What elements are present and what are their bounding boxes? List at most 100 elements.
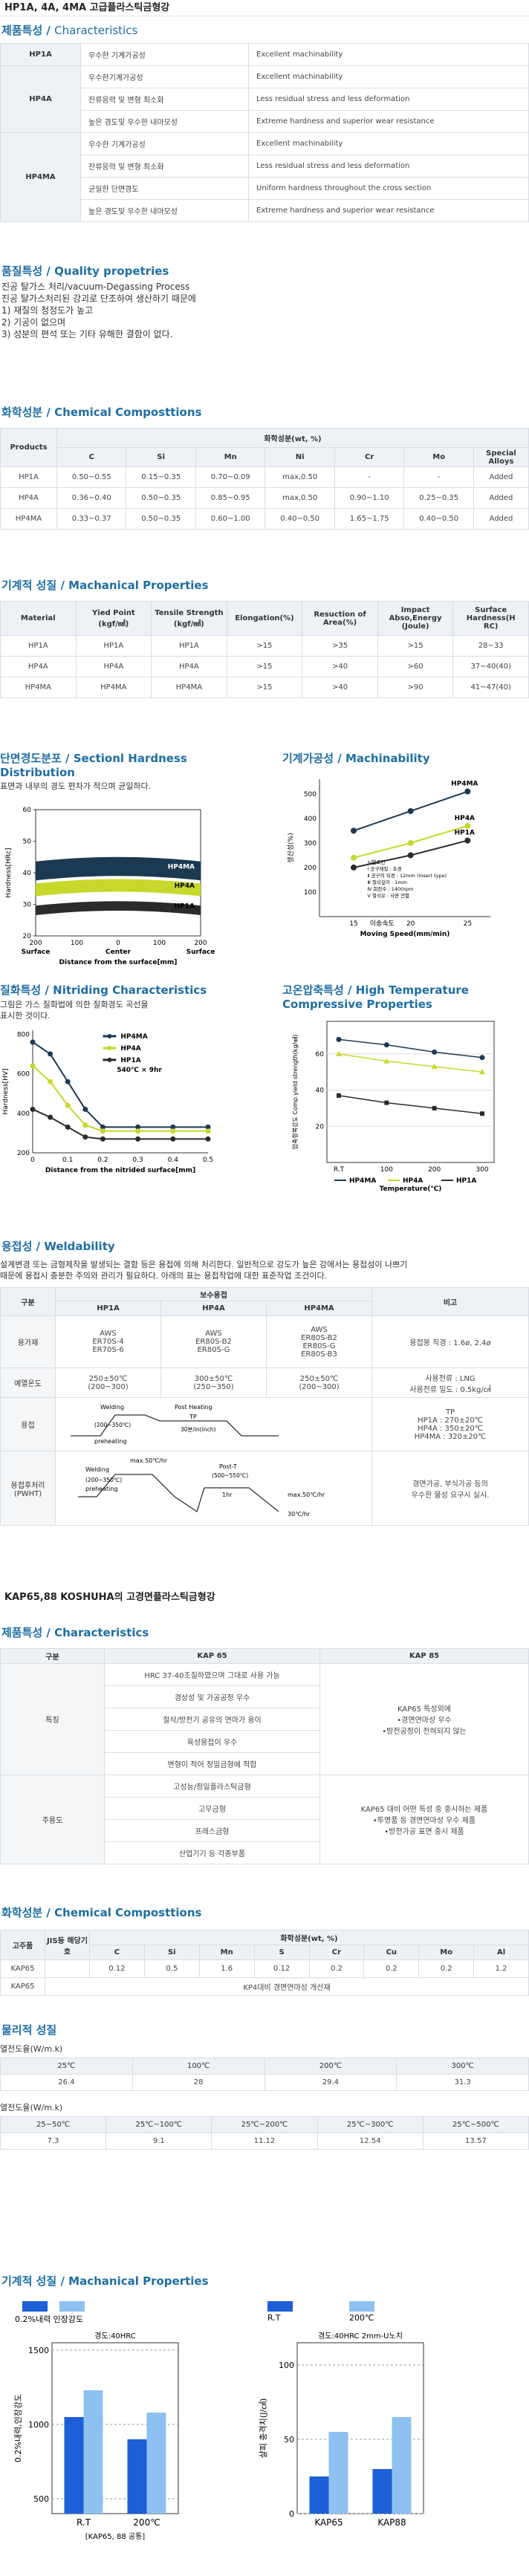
- grade-cell: HP4MA: [0, 132, 81, 222]
- mech2-section: 기계적 성질 / Machanical Properties 0.2%내력 인장…: [0, 2271, 529, 2569]
- title-en: High Temperature Compressive Properties: [282, 983, 469, 1011]
- table-row: HP4A 0.36~0.40 0.50~0.35 0.85~0.95 max,0.50 0…: [0, 487, 529, 509]
- chem-col-header: Ni: [264, 447, 335, 467]
- chem2-col-header: JIS등 해당기호: [45, 1930, 90, 1960]
- cell-line: AWS: [311, 1325, 328, 1334]
- weld-row: 용접 Welding Post Heating TP (200~350℃) preheat…: [0, 1397, 529, 1451]
- diagram-label: Post-T: [219, 1463, 237, 1470]
- char-en: Excellent machinability: [248, 132, 529, 155]
- table-row: HP4MA HP4MA HP4MA >15 >40 >90 41~47(40): [0, 677, 529, 698]
- y-tick-label: 600: [17, 1071, 30, 1079]
- data-point: [48, 1079, 53, 1084]
- y-tick-label: 60: [23, 807, 32, 814]
- y-axis-label: 압축항복강도 Comp.yield strength(kg/㎟): [291, 1035, 299, 1150]
- series-line-hp4a: [338, 1053, 483, 1073]
- table-cell: max,0.50: [264, 487, 335, 509]
- physical-section: 물리적 성질 열전도율(W/m.k) 25℃ 100℃ 200℃ 300℃ 26.4 2…: [0, 2020, 529, 2150]
- weld-row: 용가재 AWS ER70S-4 ER70S-6 AWS ER80S-B2 ER80S-G AW…: [0, 1315, 529, 1368]
- char-en: Excellent machinability: [248, 65, 529, 88]
- diagram-label: max.50℃/hr: [288, 1492, 325, 1498]
- data-point: [135, 1136, 141, 1142]
- x-tick-label: 100: [380, 1166, 393, 1174]
- machinability-chart: 100 200 300 400 500 15 20 25 이송속도 Moving Speed(mm…: [287, 779, 490, 938]
- y-tick-label: 50: [284, 2435, 294, 2445]
- temp-header: 25℃: [0, 2058, 133, 2075]
- char-kr: 우수한 기계가공성: [80, 43, 249, 66]
- table-cell: HP4A: [75, 656, 152, 677]
- chem2-col-header: Cu: [363, 1945, 420, 1960]
- title-kr: 제품특성: [1, 24, 43, 37]
- weld-col-header: HP4A: [160, 1301, 267, 1316]
- y-tick-label: 200: [304, 865, 317, 872]
- chem2-col-header: Si: [143, 1945, 200, 1960]
- table-cell: 41~47(40): [452, 677, 529, 698]
- char-row: HP4A 우수한기계가공성 Excellent machinability: [0, 65, 529, 133]
- chem2-col-header: C: [89, 1945, 145, 1960]
- weld-row: 예열온도 250±50℃ (200~300) 300±50℃ (250~350) 250±…: [0, 1367, 529, 1398]
- y-axis-label: Hardness[HRc]: [5, 848, 13, 897]
- data-point: [480, 1111, 484, 1116]
- table-cell: 0.36~0.40: [56, 487, 127, 509]
- band-label: HP4MA: [168, 864, 195, 871]
- temp-header: 100℃: [132, 2058, 265, 2075]
- table-row: HP1A HP1A HP1A >15 >35 >15 28~33: [0, 635, 529, 657]
- title-en: Quality propetries: [54, 264, 169, 278]
- test-condition-note: Ⅱ 공구의 직경 : 12mm (insert type): [367, 872, 447, 879]
- table-cell: >90: [377, 677, 454, 698]
- table-cell: HP1A: [0, 466, 57, 488]
- kap-group-label: 주용도: [0, 1775, 105, 1864]
- quality-line: 진공 탈가스처리된 강괴로 단조하여 생산하기 때문에: [1, 293, 196, 304]
- title-kr: 기계적 성질: [1, 579, 57, 592]
- mech-col-header: Material: [0, 601, 77, 636]
- data-point: [432, 1105, 437, 1110]
- x-sub-label: Center: [106, 949, 132, 956]
- hardness-desc: 표면과 내부의 경도 편차가 적으며 균일하다.: [0, 781, 152, 791]
- kap-row: 산업기기 등 각종부품: [1, 1841, 529, 1864]
- x-tick-label: 20: [406, 920, 415, 928]
- y-tick-label: 300: [304, 840, 317, 848]
- kap-item: 산업기기 등 각종부품: [104, 1841, 320, 1864]
- table-cell: >60: [377, 656, 454, 677]
- x-tick-label: R.T: [334, 1166, 345, 1174]
- note-line: •방전공정이 전혀되지 않는: [382, 1728, 467, 1736]
- table-cell: 0.25~0.35: [403, 487, 474, 509]
- value-cell: 9.1: [106, 2133, 212, 2150]
- data-point: [100, 1136, 106, 1142]
- data-point: [432, 1049, 438, 1055]
- table-cell: 0.2: [308, 1959, 365, 1978]
- table-cell: HP4MA: [151, 677, 227, 698]
- y-tick-label: 1000: [28, 2420, 49, 2430]
- quality-text: 진공 탈가스 처리/vacuum-Degassing Process 진공 탈가스…: [0, 281, 529, 340]
- x-tick-label: 0.5: [203, 1157, 213, 1164]
- char-kr: 높은 경도및 우수한 내마모성: [80, 110, 249, 133]
- y-tick-label: 40: [316, 1087, 325, 1095]
- weld-cell: 300±50℃ (250~350): [160, 1367, 267, 1398]
- note-line: •방전가공 표면 중시 제품: [384, 1828, 464, 1836]
- legend-label: 200℃: [349, 2313, 374, 2323]
- table-cell: 37~40(40): [452, 656, 529, 677]
- table-row: HP4MA 0.33~0.37 0.50~0.35 0.60~1.00 0.40~0.5…: [0, 508, 529, 530]
- y-tick-label: 60: [316, 1051, 325, 1058]
- chem2-group-header: 화학성분(wt, %): [89, 1930, 529, 1945]
- table-cell: >35: [302, 635, 378, 657]
- diagram-label: Post Heating: [175, 1404, 212, 1411]
- y-tick-label: 30: [23, 902, 32, 909]
- char-kr: 잔류응력 및 변형 최소화: [80, 155, 249, 178]
- hightemp-chart: 20 40 60 R.T 100 200 300 Temperature(℃) 압축항복강도 C…: [291, 1021, 495, 1193]
- legend-label: 0.2%내력 인장강도: [15, 2315, 83, 2324]
- kap-char-section: 제품특성 / Characteristics 구분 KAP 65 KAP 85 …: [0, 1623, 529, 1864]
- mech-col-header: Impact Abso,Energy (Joule): [377, 601, 454, 636]
- value-cell: 7.3: [0, 2133, 107, 2150]
- data-point: [65, 1079, 71, 1084]
- kap-col-header: 구분: [0, 1648, 105, 1664]
- data-point: [205, 1128, 211, 1134]
- x-tick-label: KAP88: [377, 2517, 406, 2528]
- kap-row: 프레스금형: [1, 1819, 529, 1842]
- expansion-label: 열전도율(W/m.k): [0, 2103, 63, 2112]
- data-point: [407, 852, 414, 859]
- section-title: 물리적 성질: [1, 2023, 57, 2037]
- x-tick-label: 100: [153, 940, 166, 947]
- data-point: [65, 1102, 71, 1108]
- hardness-machinability: 단면경도분포 / Sectionl Hardness Distribution …: [0, 750, 529, 966]
- data-point: [479, 1069, 485, 1075]
